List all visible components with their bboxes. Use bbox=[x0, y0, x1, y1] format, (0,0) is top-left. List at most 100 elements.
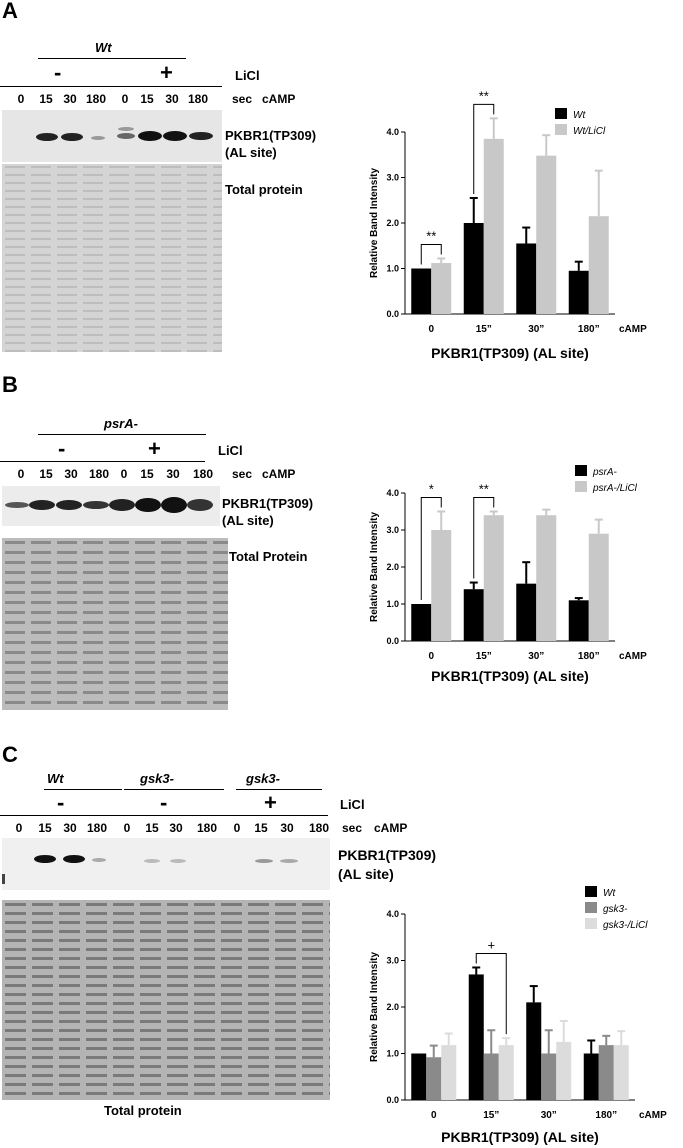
bar bbox=[588, 216, 609, 314]
lane-label: 15 bbox=[39, 92, 53, 106]
band-label-line2: (AL site) bbox=[222, 513, 274, 528]
significance-bracket bbox=[475, 952, 507, 1035]
legend-label: psrA-/LiCl bbox=[592, 483, 638, 494]
western-blot-b bbox=[2, 486, 220, 526]
bar bbox=[613, 1045, 629, 1100]
bar bbox=[526, 1002, 542, 1100]
lane-label: 30 bbox=[63, 92, 77, 106]
lane-label: 180 bbox=[187, 92, 209, 106]
total-protein-label-b: Total Protein bbox=[229, 549, 308, 564]
strain-label-c-gsk3-licl: gsk3- bbox=[246, 771, 280, 786]
x-axis-label: PKBR1(TP309) (AL site) bbox=[431, 668, 589, 684]
lane-label: 30 bbox=[165, 92, 179, 106]
bar bbox=[568, 270, 589, 314]
licl-minus-a: - bbox=[54, 60, 62, 85]
y-tick-label: 1.0 bbox=[386, 599, 399, 609]
y-tick-label: 0.0 bbox=[386, 309, 399, 319]
sec-label-b: sec bbox=[232, 467, 253, 481]
legend-swatch bbox=[585, 918, 597, 929]
x-tick-label: 180” bbox=[578, 651, 600, 662]
bar bbox=[411, 604, 432, 641]
lane-label: 15 bbox=[140, 92, 154, 106]
lane-label: 180 bbox=[192, 467, 214, 481]
licl-plus-a: + bbox=[160, 60, 173, 85]
lane-label: 0 bbox=[120, 467, 128, 481]
legend-label: Wt bbox=[573, 110, 586, 121]
lane-label: 0 bbox=[123, 821, 131, 835]
band-label-b: PKBR1(TP309) (AL site) bbox=[222, 495, 313, 529]
legend-label: gsk3- bbox=[603, 904, 628, 915]
lane-label: 180 bbox=[86, 821, 108, 835]
y-tick-label: 3.0 bbox=[386, 173, 399, 183]
x-unit-label: cAMP bbox=[619, 651, 647, 662]
band-label-c: PKBR1(TP309) (AL site) bbox=[338, 846, 436, 884]
bar bbox=[441, 1045, 457, 1100]
camp-label-a: cAMP bbox=[262, 92, 296, 106]
x-tick-label: 30” bbox=[528, 651, 544, 662]
x-tick-label: 15” bbox=[476, 651, 492, 662]
sec-label-a: sec bbox=[232, 92, 253, 106]
total-protein-label-c: Total protein bbox=[104, 1103, 182, 1118]
licl-minus-b: - bbox=[58, 436, 66, 461]
licl-sign-c-gsk3: - bbox=[160, 790, 168, 815]
strain-label-c-wt: Wt bbox=[47, 771, 64, 786]
band-label-line1: PKBR1(TP309) bbox=[338, 847, 437, 863]
legend-label: Wt/LiCl bbox=[573, 126, 606, 137]
y-tick-label: 1.0 bbox=[386, 1049, 399, 1059]
y-tick-label: 3.0 bbox=[386, 525, 399, 535]
significance-mark: + bbox=[487, 937, 495, 952]
legend-swatch bbox=[585, 886, 597, 897]
band-label-line2: (AL site) bbox=[338, 866, 394, 882]
legend-swatch bbox=[575, 481, 587, 492]
x-tick-label: 180” bbox=[595, 1110, 617, 1121]
bar bbox=[411, 268, 432, 314]
y-tick-label: 0.0 bbox=[386, 1095, 399, 1105]
strain-line-b bbox=[38, 434, 206, 435]
lane-label: 0 bbox=[233, 821, 241, 835]
lane-label: 30 bbox=[169, 821, 183, 835]
bar bbox=[583, 1053, 599, 1100]
lane-label: 15 bbox=[254, 821, 268, 835]
x-tick-label: 30” bbox=[528, 324, 544, 335]
lane-label: 30 bbox=[166, 467, 180, 481]
bar bbox=[536, 515, 557, 641]
y-tick-label: 2.0 bbox=[386, 218, 399, 228]
lane-label: 0 bbox=[15, 821, 23, 835]
camp-label-c: cAMP bbox=[374, 821, 408, 835]
bar bbox=[556, 1041, 572, 1100]
camp-label-b: cAMP bbox=[262, 467, 296, 481]
y-tick-label: 4.0 bbox=[386, 127, 399, 137]
strain-line-c-wt bbox=[44, 789, 122, 790]
licl-line-a bbox=[0, 86, 222, 87]
lane-label: 0 bbox=[17, 92, 25, 106]
strain-label-b: psrA- bbox=[104, 416, 138, 431]
bar bbox=[483, 515, 504, 641]
strain-line-a bbox=[38, 58, 186, 59]
x-tick-label: 180” bbox=[578, 324, 600, 335]
legend-label: Wt bbox=[603, 888, 616, 899]
bar bbox=[483, 138, 504, 314]
y-tick-label: 4.0 bbox=[386, 488, 399, 498]
bar bbox=[568, 600, 589, 641]
legend-swatch bbox=[555, 124, 567, 135]
lane-label: 30 bbox=[280, 821, 294, 835]
x-tick-label: 0 bbox=[428, 324, 434, 335]
panel-letter-a: A bbox=[2, 0, 18, 23]
x-tick-label: 0 bbox=[431, 1110, 437, 1121]
bar bbox=[516, 583, 537, 641]
significance-mark: * bbox=[429, 482, 434, 497]
y-tick-label: 3.0 bbox=[386, 956, 399, 966]
significance-mark: ** bbox=[479, 90, 489, 103]
lane-label: 180 bbox=[308, 821, 330, 835]
total-protein-label-a: Total protein bbox=[225, 182, 303, 197]
legend-swatch bbox=[555, 108, 567, 119]
lane-label: 0 bbox=[121, 92, 129, 106]
total-protein-gel-c bbox=[2, 900, 330, 1100]
bar-chart-a: 0.0 1.0 2.0 3.0 4.0 Relative Band Intensity 0 1… bbox=[369, 90, 647, 361]
legend-label: gsk3-/LiCl bbox=[603, 920, 648, 931]
licl-line-b bbox=[0, 461, 205, 462]
y-tick-label: 2.0 bbox=[386, 562, 399, 572]
strain-line-c-gsk3-licl bbox=[236, 789, 322, 790]
bar bbox=[431, 530, 452, 641]
strain-line-c-gsk3 bbox=[124, 789, 224, 790]
